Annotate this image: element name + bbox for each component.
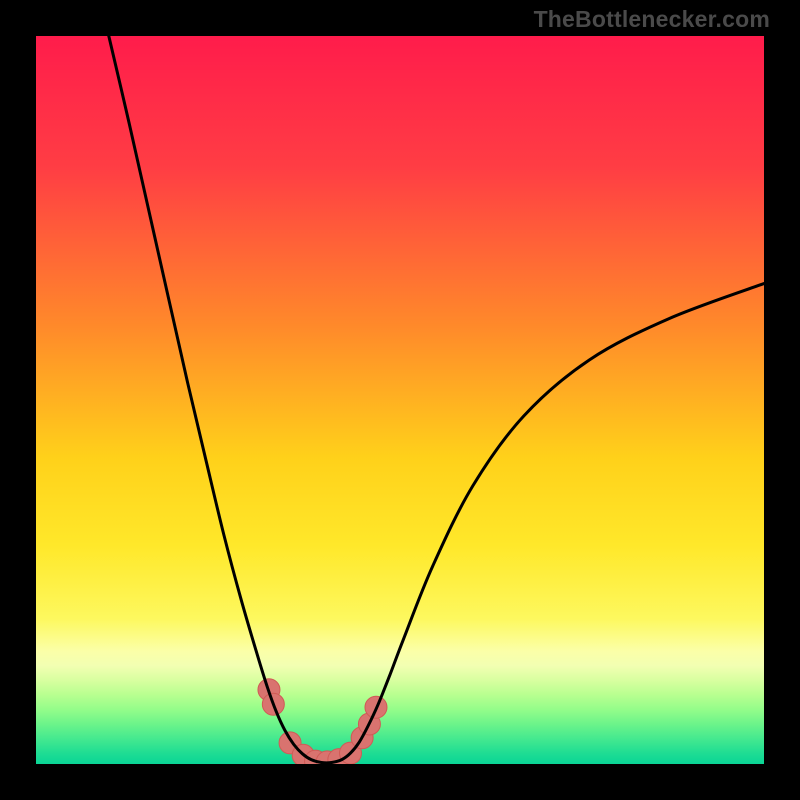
watermark-label: TheBottlenecker.com <box>534 6 770 33</box>
plot-frame <box>36 36 764 764</box>
chart-root: { "figure": { "type": "line", "canvas_px… <box>0 0 800 800</box>
background-gradient <box>36 36 764 764</box>
